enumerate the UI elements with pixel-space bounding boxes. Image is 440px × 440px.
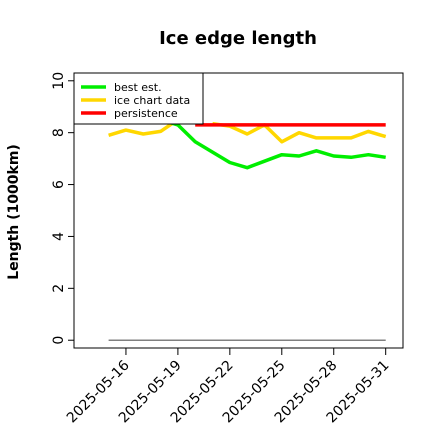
y-tick-label: 8 (51, 128, 67, 137)
x-axis: 2025-05-162025-05-192025-05-222025-05-25… (64, 347, 393, 426)
y-tick-label: 6 (51, 180, 67, 189)
series-line-best-est (160, 118, 386, 170)
series-group (108, 118, 387, 341)
legend-label: persistence (114, 107, 178, 120)
legend-label: ice chart data (114, 94, 190, 107)
y-axis-label: Length (1000km) (6, 144, 22, 280)
y-tick-label: 10 (51, 72, 67, 90)
y-axis: 0 2 4 6 8 10 (51, 72, 75, 345)
y-tick-label: 2 (51, 284, 67, 293)
series-line-ice-chart-data (108, 118, 387, 144)
legend-label: best est. (114, 81, 162, 94)
y-tick-label: 0 (51, 336, 67, 345)
y-tick-label: 4 (51, 232, 67, 241)
chart-title: Ice edge length (159, 28, 317, 49)
